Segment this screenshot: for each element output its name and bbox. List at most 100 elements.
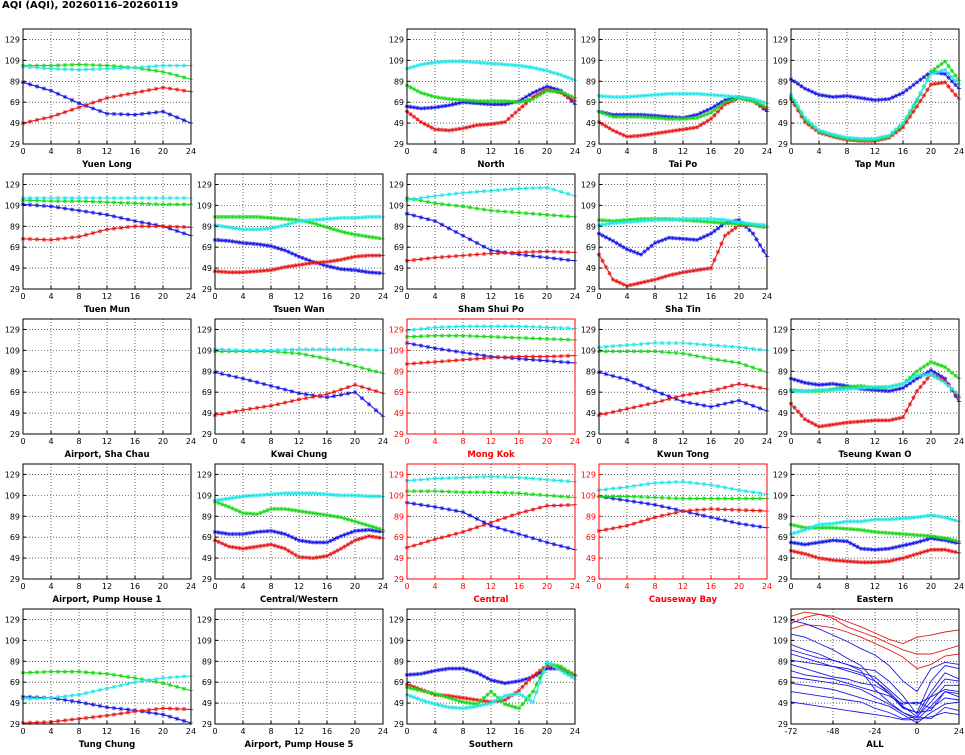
data-point: [62, 195, 68, 201]
data-point: [736, 381, 742, 387]
data-point: [258, 214, 263, 220]
data-point: [642, 132, 647, 138]
data-point: [425, 105, 431, 111]
data-point: [97, 229, 103, 234]
x-tick-label: 20: [350, 437, 360, 446]
data-point: [502, 490, 508, 495]
series-line-red: [790, 624, 960, 670]
x-tick-label: 12: [102, 437, 112, 446]
y-tick-label: 29: [202, 430, 212, 439]
data-point: [851, 559, 857, 564]
data-point: [530, 476, 536, 481]
data-point: [418, 697, 424, 703]
data-point: [537, 254, 543, 260]
data-point: [729, 496, 735, 501]
data-point: [62, 67, 68, 72]
series-line-blue: [790, 682, 960, 724]
data-point: [132, 65, 138, 70]
data-point: [925, 370, 930, 375]
data-point: [226, 214, 232, 220]
data-point: [251, 269, 256, 274]
y-tick-label: 129: [197, 615, 212, 624]
data-point: [862, 385, 867, 390]
data-point: [363, 234, 368, 239]
data-point: [925, 548, 930, 553]
data-point: [352, 493, 358, 498]
data-point: [373, 347, 379, 353]
data-point: [495, 517, 501, 523]
x-tick-label: 12: [102, 582, 112, 591]
x-tick-label: 20: [926, 437, 936, 446]
x-tick-label: -24: [868, 727, 881, 736]
data-point: [125, 224, 131, 230]
data-point: [97, 687, 103, 693]
data-point: [837, 421, 843, 426]
data-point: [488, 324, 494, 329]
data-point: [153, 110, 159, 115]
data-point: [307, 258, 312, 263]
data-point: [736, 360, 742, 366]
x-tick-label: 0: [788, 437, 793, 446]
data-point: [569, 94, 574, 99]
data-point: [167, 71, 173, 76]
data-point: [530, 253, 536, 259]
data-point: [701, 389, 707, 395]
data-point: [282, 546, 288, 551]
x-tick-label: 4: [624, 292, 629, 301]
x-tick-label: 20: [350, 582, 360, 591]
data-point: [328, 226, 333, 231]
data-point: [603, 494, 609, 499]
x-tick-label: 4: [48, 437, 53, 446]
data-point: [55, 236, 61, 242]
data-point: [757, 491, 763, 496]
data-point: [872, 97, 878, 103]
data-point: [48, 63, 54, 68]
data-point: [370, 270, 375, 275]
data-point: [918, 514, 923, 519]
data-point: [436, 127, 441, 132]
y-tick-label: 29: [586, 430, 596, 439]
data-point: [111, 226, 117, 231]
data-point: [670, 128, 675, 134]
data-point: [659, 398, 665, 404]
data-point: [520, 104, 525, 109]
data-point: [90, 199, 96, 204]
y-tick-label: 89: [202, 222, 212, 231]
data-point: [76, 699, 82, 705]
data-point: [467, 696, 473, 702]
data-point: [324, 356, 330, 361]
data-point: [418, 671, 424, 677]
data-point: [268, 215, 274, 221]
panel-title: Central/Western: [260, 595, 338, 605]
y-tick-label: 29: [394, 720, 404, 729]
data-point: [425, 333, 431, 339]
data-point: [949, 74, 955, 80]
data-point: [265, 492, 270, 497]
data-point: [237, 494, 242, 500]
data-point: [823, 382, 829, 387]
data-point: [687, 237, 693, 242]
data-point: [537, 249, 543, 254]
data-point: [534, 671, 539, 676]
data-point: [799, 524, 804, 530]
data-point: [614, 278, 619, 284]
data-point: [638, 403, 644, 408]
data-point: [935, 372, 941, 377]
x-tick-label: 16: [898, 147, 908, 156]
x-tick-label: 24: [954, 727, 964, 736]
data-point: [492, 121, 497, 126]
data-point: [495, 334, 501, 340]
panel-title: Yuen Long: [81, 160, 132, 170]
data-point: [876, 135, 881, 141]
data-point: [823, 93, 829, 99]
data-point: [942, 515, 948, 520]
data-point: [446, 348, 452, 353]
y-tick-label: 89: [586, 77, 596, 86]
y-tick-label: 49: [202, 264, 212, 273]
data-point: [174, 706, 180, 712]
data-point: [516, 706, 522, 711]
x-tick-label: 0: [404, 292, 409, 301]
data-point: [537, 492, 543, 498]
data-point: [708, 506, 714, 512]
